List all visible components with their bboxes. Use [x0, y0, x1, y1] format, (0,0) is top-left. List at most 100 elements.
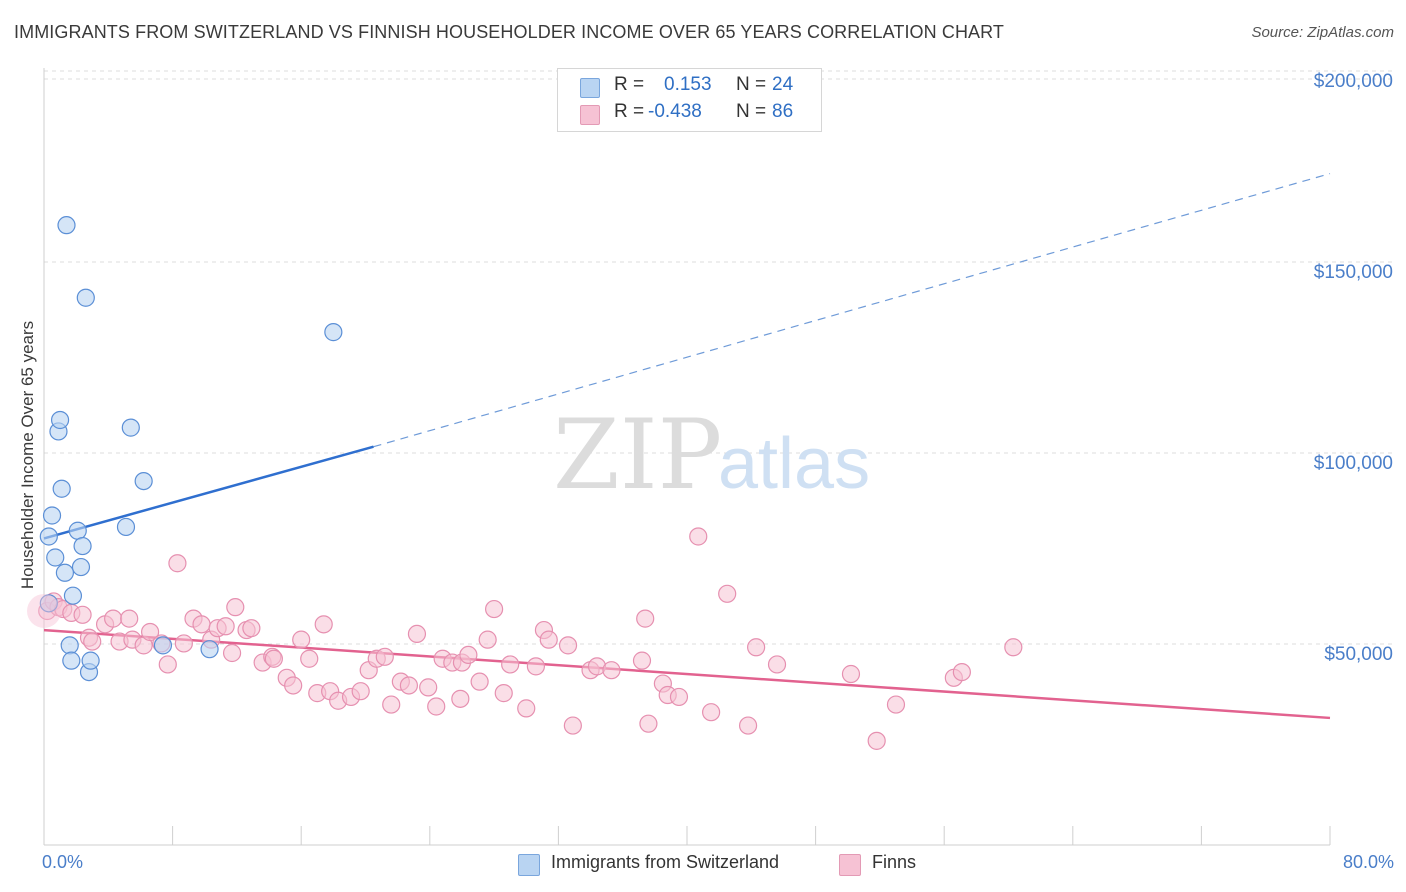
- point-switzerland: [52, 479, 71, 498]
- legend-n-label: N =: [736, 74, 767, 95]
- legend-row-finns: R = -0.438 N = 86: [558, 101, 821, 127]
- legend-n-label: N =: [736, 101, 767, 122]
- axes: [43, 68, 1331, 846]
- point-finns: [120, 609, 139, 628]
- point-finns: [314, 615, 333, 634]
- point-finns: [158, 655, 177, 674]
- point-finns: [747, 638, 766, 657]
- point-finns: [73, 605, 92, 624]
- point-finns: [222, 643, 242, 663]
- point-switzerland: [121, 418, 140, 437]
- point-finns: [242, 619, 261, 638]
- point-finns: [83, 632, 102, 651]
- point-switzerland: [39, 527, 58, 546]
- point-finns: [419, 678, 438, 697]
- point-finns: [702, 703, 721, 722]
- point-finns: [174, 634, 193, 653]
- point-switzerland: [71, 557, 91, 577]
- legend-swatch-pink: [839, 854, 861, 876]
- point-finns: [485, 599, 504, 619]
- grid-lines: [44, 70, 1392, 645]
- chart-title: IMMIGRANTS FROM SWITZERLAND VS FINNISH H…: [14, 22, 1005, 42]
- source-label: Source: ZipAtlas.com: [1251, 24, 1394, 41]
- point-finns: [226, 598, 245, 617]
- point-switzerland: [68, 521, 87, 540]
- point-finns: [375, 647, 394, 666]
- legend-swatch-blue: [518, 854, 540, 876]
- legend-r-label: R =: [614, 74, 645, 95]
- point-finns: [351, 682, 370, 701]
- legend-r-value: -0.438: [648, 101, 702, 122]
- point-finns: [292, 630, 311, 649]
- trend-line-switzerland: [43, 445, 374, 540]
- point-switzerland: [324, 323, 343, 342]
- point-finns: [216, 617, 235, 636]
- legend-swatch-blue: [580, 78, 600, 98]
- point-switzerland: [116, 517, 136, 537]
- point-switzerland: [200, 640, 219, 659]
- point-switzerland: [62, 651, 81, 670]
- point-finns: [738, 716, 758, 735]
- watermark: ZIP atlas: [553, 399, 870, 511]
- point-finns: [718, 584, 737, 603]
- legend-swatch-pink: [580, 105, 600, 125]
- point-finns: [427, 697, 446, 716]
- point-finns: [470, 672, 489, 691]
- legend-r-label: R =: [614, 101, 645, 122]
- point-finns: [636, 609, 655, 628]
- point-finns: [284, 676, 303, 695]
- point-finns: [140, 622, 160, 642]
- point-finns: [407, 624, 427, 644]
- point-finns: [689, 527, 708, 546]
- legend-label-finns: Finns: [872, 852, 917, 872]
- point-finns: [669, 687, 689, 707]
- point-finns: [867, 731, 886, 750]
- point-finns: [841, 664, 861, 684]
- point-switzerland: [55, 563, 74, 582]
- point-finns: [886, 695, 906, 714]
- y-tick-label: $200,000: [1314, 71, 1393, 92]
- y-tick-label: $50,000: [1324, 644, 1393, 665]
- point-finns: [1004, 638, 1023, 657]
- point-finns: [632, 651, 652, 670]
- legend-n-value: 86: [772, 101, 794, 122]
- point-finns-cluster: [27, 593, 61, 628]
- point-finns: [563, 716, 582, 735]
- point-switzerland: [39, 594, 58, 613]
- legend-r-value: 0.153: [664, 74, 712, 95]
- point-finns: [526, 657, 545, 676]
- point-finns: [300, 649, 319, 668]
- point-switzerland: [50, 410, 70, 430]
- point-finns: [478, 630, 497, 649]
- point-switzerland: [42, 506, 62, 525]
- legend-label-switzerland: Immigrants from Switzerland: [551, 852, 780, 872]
- data-points: [27, 216, 1023, 750]
- x-tick-min: 0.0%: [42, 852, 84, 872]
- trend-lines: [43, 173, 1331, 720]
- point-switzerland: [60, 636, 79, 655]
- point-finns: [952, 662, 971, 682]
- point-finns: [192, 615, 211, 634]
- point-finns: [459, 645, 478, 665]
- point-switzerland: [57, 216, 76, 235]
- point-finns: [104, 609, 123, 628]
- point-switzerland: [76, 288, 95, 307]
- point-switzerland: [73, 536, 92, 556]
- point-finns: [602, 661, 621, 680]
- point-finns: [767, 655, 787, 674]
- y-tick-labels: $50,000 $100,000 $150,000 $200,000: [1314, 71, 1393, 665]
- point-finns: [382, 695, 401, 714]
- point-switzerland: [81, 651, 100, 670]
- point-finns: [451, 689, 470, 708]
- point-finns: [399, 676, 419, 695]
- point-finns: [168, 554, 187, 573]
- y-tick-label: $150,000: [1314, 262, 1393, 283]
- y-tick-label: $100,000: [1314, 453, 1393, 474]
- point-switzerland: [134, 472, 153, 491]
- point-finns: [501, 655, 520, 674]
- point-switzerland: [46, 548, 65, 567]
- point-finns: [539, 630, 558, 649]
- point-finns: [558, 636, 578, 655]
- watermark-zip: ZIP: [553, 399, 722, 511]
